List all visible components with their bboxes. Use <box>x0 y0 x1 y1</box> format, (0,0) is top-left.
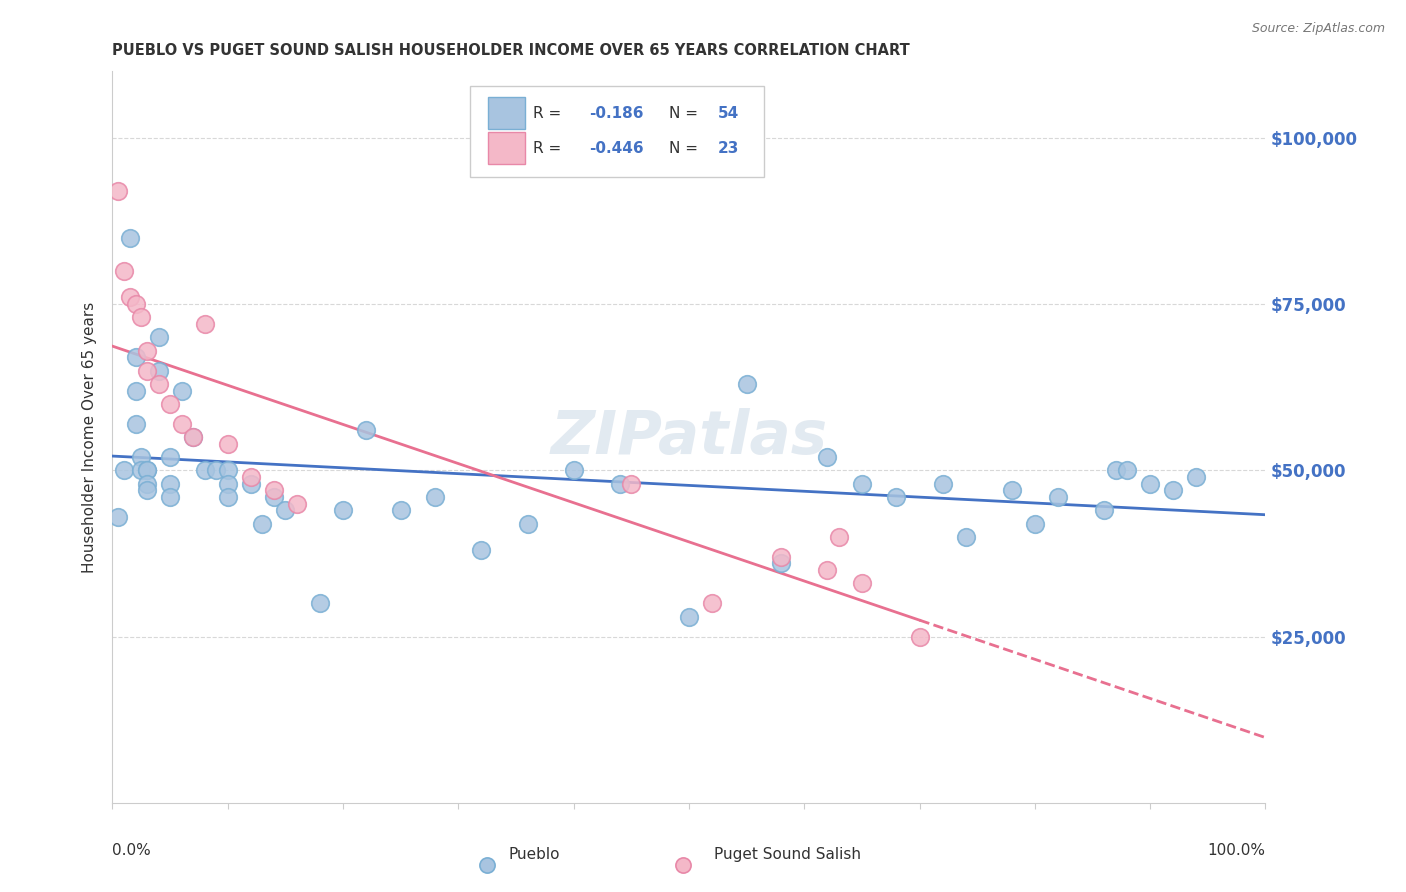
Point <box>112 463 135 477</box>
Text: -0.446: -0.446 <box>589 141 644 156</box>
Point <box>136 483 159 498</box>
Point <box>851 476 873 491</box>
Point <box>124 351 146 365</box>
Point <box>851 576 873 591</box>
Point <box>136 363 159 377</box>
Point <box>274 503 297 517</box>
Point <box>239 476 262 491</box>
Point <box>107 184 129 198</box>
Point <box>1139 476 1161 491</box>
Point <box>148 376 170 391</box>
Text: PUEBLO VS PUGET SOUND SALISH HOUSEHOLDER INCOME OVER 65 YEARS CORRELATION CHART: PUEBLO VS PUGET SOUND SALISH HOUSEHOLDER… <box>112 43 910 58</box>
Point <box>136 476 159 491</box>
Point <box>118 230 141 244</box>
Text: 23: 23 <box>718 141 740 156</box>
Point <box>217 490 239 504</box>
Point <box>285 497 308 511</box>
Point <box>309 596 332 610</box>
Point <box>159 397 181 411</box>
Point <box>129 450 153 464</box>
Y-axis label: Householder Income Over 65 years: Householder Income Over 65 years <box>82 301 97 573</box>
Point <box>700 596 723 610</box>
Point <box>955 530 977 544</box>
Point <box>931 476 953 491</box>
Point <box>1046 490 1069 504</box>
Point <box>1001 483 1024 498</box>
Text: Source: ZipAtlas.com: Source: ZipAtlas.com <box>1251 22 1385 36</box>
Point <box>159 450 181 464</box>
Point <box>194 463 217 477</box>
Point <box>354 424 377 438</box>
Point <box>124 297 146 311</box>
Point <box>470 543 492 558</box>
Text: Pueblo: Pueblo <box>509 847 560 862</box>
Point <box>475 796 499 810</box>
Point <box>770 557 793 571</box>
Point <box>828 530 851 544</box>
Point <box>136 463 159 477</box>
Point <box>159 490 181 504</box>
Point <box>239 470 262 484</box>
Point <box>609 476 631 491</box>
Point <box>136 343 159 358</box>
Point <box>217 436 239 450</box>
Text: 100.0%: 100.0% <box>1208 843 1265 858</box>
Text: ZIPatlas: ZIPatlas <box>550 408 828 467</box>
Point <box>1104 463 1126 477</box>
Point <box>129 463 153 477</box>
Text: N =: N = <box>669 141 703 156</box>
Point <box>112 264 135 278</box>
Point <box>181 430 204 444</box>
Text: R =: R = <box>533 105 567 120</box>
Point <box>1092 503 1115 517</box>
FancyBboxPatch shape <box>470 86 763 178</box>
Point <box>815 450 838 464</box>
Point <box>263 483 285 498</box>
Point <box>332 503 354 517</box>
Point <box>1161 483 1184 498</box>
Point <box>217 463 239 477</box>
Point <box>136 463 159 477</box>
Point <box>170 417 193 431</box>
Point <box>124 417 146 431</box>
Text: N =: N = <box>669 105 703 120</box>
Point <box>107 509 129 524</box>
Text: 54: 54 <box>718 105 740 120</box>
Point <box>252 516 274 531</box>
Text: Puget Sound Salish: Puget Sound Salish <box>714 847 860 862</box>
Point <box>389 503 412 517</box>
Point <box>672 796 695 810</box>
FancyBboxPatch shape <box>488 132 526 164</box>
Point <box>263 490 285 504</box>
Point <box>170 384 193 398</box>
Point <box>217 476 239 491</box>
Point <box>118 290 141 304</box>
Point <box>1024 516 1046 531</box>
Point <box>1185 470 1208 484</box>
Point <box>735 376 758 391</box>
Point <box>770 549 793 564</box>
Point <box>205 463 228 477</box>
Point <box>425 490 447 504</box>
Point <box>678 609 700 624</box>
Point <box>886 490 908 504</box>
Text: R =: R = <box>533 141 567 156</box>
Text: -0.186: -0.186 <box>589 105 643 120</box>
Point <box>129 310 153 325</box>
Point <box>148 363 170 377</box>
Point <box>908 630 931 644</box>
Point <box>815 563 838 577</box>
Point <box>620 476 643 491</box>
FancyBboxPatch shape <box>488 97 526 129</box>
Point <box>1116 463 1139 477</box>
Text: 0.0%: 0.0% <box>112 843 152 858</box>
Point <box>194 317 217 331</box>
Point <box>516 516 538 531</box>
Point <box>159 476 181 491</box>
Point <box>181 430 204 444</box>
Point <box>124 384 146 398</box>
Point <box>562 463 585 477</box>
Point <box>148 330 170 344</box>
